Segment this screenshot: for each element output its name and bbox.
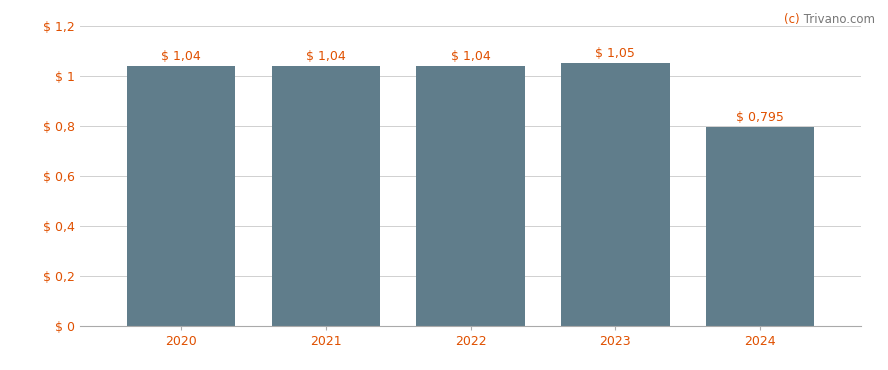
Bar [416, 66, 525, 326]
Text: $ 1,05: $ 1,05 [596, 47, 635, 60]
Bar [272, 66, 380, 326]
Text: $ 1,04: $ 1,04 [162, 50, 201, 63]
Text: $ 0,795: $ 0,795 [736, 111, 784, 124]
Bar [706, 127, 814, 326]
Bar [561, 63, 670, 326]
Text: $ 1,04: $ 1,04 [306, 50, 345, 63]
Bar [127, 66, 235, 326]
Text: Trivano.com: Trivano.com [800, 13, 875, 26]
Text: $ 1,04: $ 1,04 [451, 50, 490, 63]
Text: (c): (c) [784, 13, 800, 26]
